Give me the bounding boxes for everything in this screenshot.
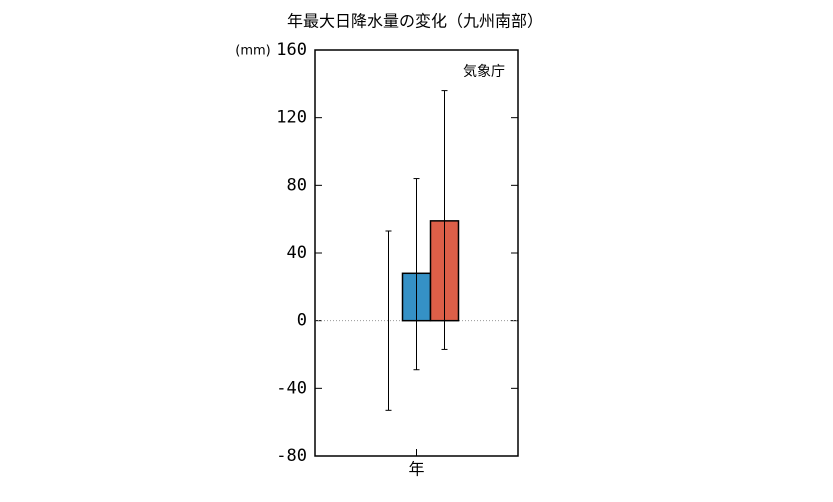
y-tick-label: -40: [276, 378, 307, 398]
y-tick-label: -80: [276, 446, 307, 466]
y-tick-label: 40: [287, 243, 307, 263]
y-tick-label: 120: [276, 108, 307, 128]
y-axis-label: (mm): [235, 44, 270, 59]
y-tick-label: 160: [276, 40, 307, 60]
plot-frame: [314, 49, 519, 457]
y-tick-label: 80: [287, 175, 307, 195]
y-tick-label: 0: [297, 311, 307, 331]
annotation: 気象庁: [463, 64, 505, 80]
x-tick-label: 年: [408, 460, 424, 479]
chart-title: 年最大日降水量の変化（九州南部）: [287, 12, 543, 31]
